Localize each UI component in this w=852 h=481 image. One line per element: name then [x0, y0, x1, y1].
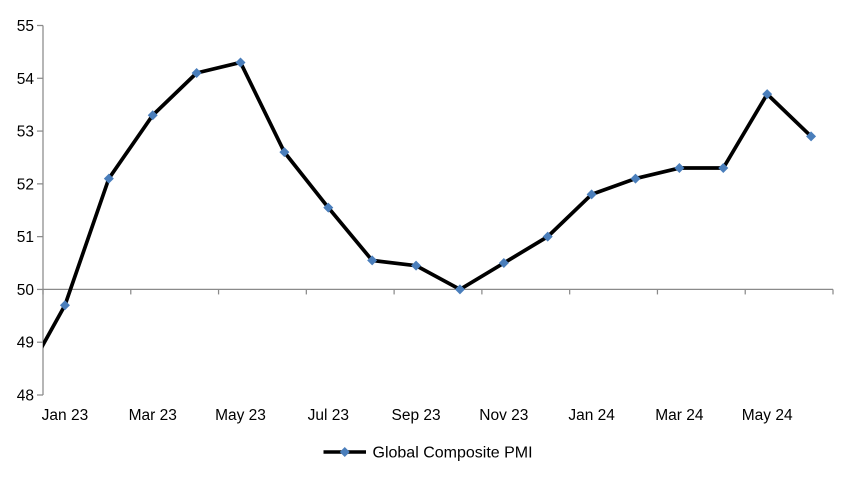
y-tick-label: 51 — [17, 229, 34, 246]
x-tick-label: May 24 — [742, 407, 793, 424]
data-point-marker — [498, 258, 509, 269]
y-axis — [37, 24, 44, 396]
data-point-marker — [718, 163, 729, 174]
data-point-marker — [586, 189, 597, 200]
x-tick-label: Jul 23 — [308, 407, 349, 424]
series-global-composite-pmi — [43, 57, 817, 349]
data-point-marker — [367, 255, 378, 266]
data-point-marker — [191, 68, 202, 79]
data-point-marker — [323, 202, 334, 213]
legend-diamond-icon — [339, 447, 350, 457]
legend-label: Global Composite PMI — [373, 445, 533, 462]
x-tick-label: Jan 23 — [42, 407, 89, 424]
pmi-line — [43, 60, 813, 349]
data-point-marker — [411, 260, 422, 271]
data-point-marker — [674, 163, 685, 174]
data-point-marker — [454, 284, 465, 295]
x-tick-label: Mar 24 — [655, 407, 704, 424]
data-point-marker — [235, 57, 246, 68]
data-point-marker — [279, 147, 290, 158]
data-point-marker — [59, 300, 70, 311]
x-tick-label: May 23 — [215, 407, 266, 424]
data-point-marker — [103, 173, 114, 184]
y-tick-label: 55 — [17, 18, 34, 35]
data-point-marker — [542, 231, 553, 242]
y-tick-label: 53 — [17, 124, 34, 141]
data-point-marker — [147, 110, 158, 121]
data-point-marker — [762, 89, 773, 100]
x-tick-label: Nov 23 — [479, 407, 528, 424]
x-axis — [42, 288, 834, 295]
x-tick-label: Mar 23 — [129, 407, 177, 424]
y-tick-label: 54 — [17, 71, 35, 88]
data-point-marker — [806, 131, 817, 142]
y-tick-label: 48 — [17, 388, 34, 405]
y-tick-label: 50 — [17, 282, 35, 299]
x-tick-label: Jan 24 — [568, 407, 615, 424]
data-point-marker — [630, 173, 641, 184]
y-tick-label: 49 — [17, 335, 34, 352]
x-tick-label: Sep 23 — [391, 407, 440, 424]
y-tick-label: 52 — [17, 176, 34, 193]
legend: Global Composite PMI — [323, 445, 533, 462]
